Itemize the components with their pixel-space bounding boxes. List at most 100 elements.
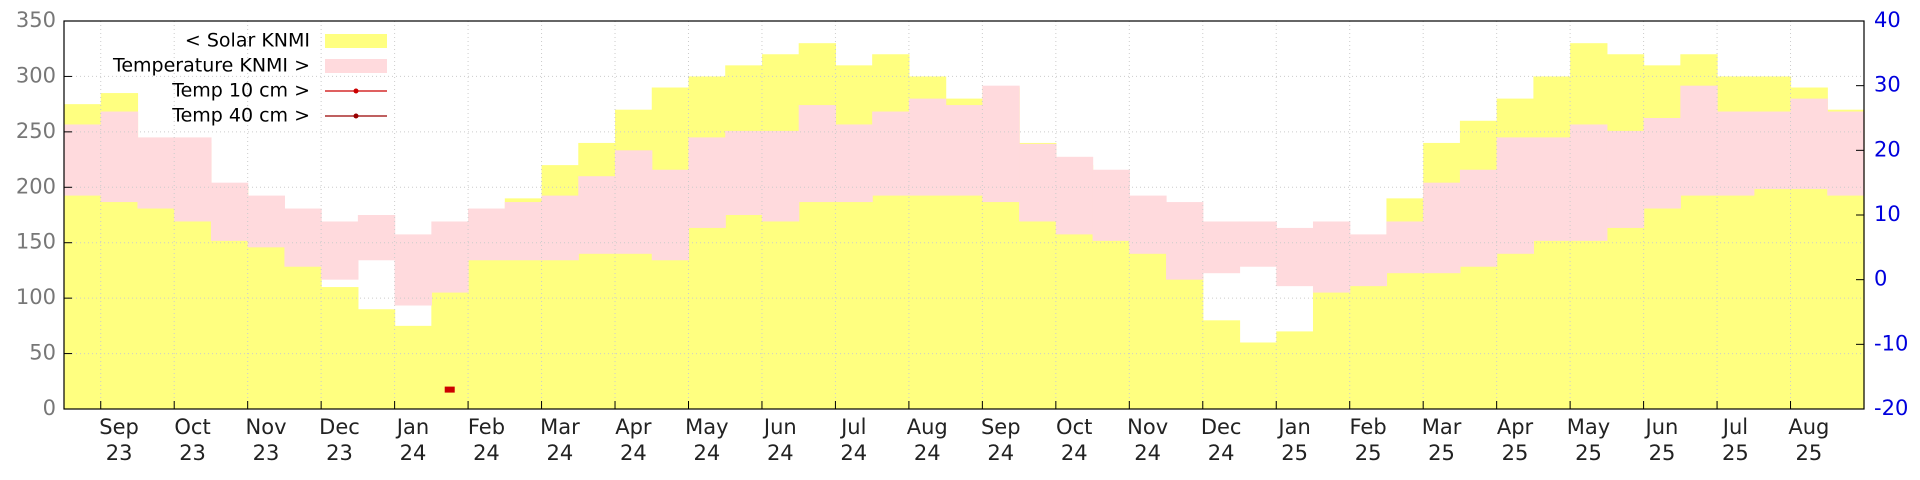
- x-tick-label: May 24: [685, 415, 729, 465]
- y2-tick-label: 30: [1874, 73, 1901, 97]
- x-tick-label: Sep 23: [99, 415, 139, 465]
- temperature-range: [1496, 137, 1534, 254]
- x-tick-label: Feb 25: [1349, 415, 1387, 465]
- temperature-range: [394, 234, 432, 306]
- plot-layer: [64, 43, 1865, 410]
- temperature-range: [321, 221, 359, 280]
- temperature-range: [1092, 169, 1130, 241]
- x-tick-label: May 25: [1566, 415, 1611, 465]
- y2-tick-label: -20: [1874, 396, 1908, 420]
- x-tick-label: Feb 24: [467, 415, 506, 465]
- temperature-range: [872, 111, 910, 196]
- x-tick-label: Nov 23: [245, 415, 287, 465]
- temperature-range: [945, 105, 983, 196]
- x-tick-label: Aug 24: [906, 415, 948, 465]
- temperature-range: [835, 124, 873, 203]
- temperature-range: [1753, 111, 1792, 190]
- temperature-range: [1386, 221, 1424, 274]
- temperature-range: [1129, 195, 1167, 254]
- solar-bar: [1276, 331, 1314, 409]
- temperature-range: [761, 130, 800, 222]
- temperature-range: [688, 137, 726, 228]
- legend-label: Temp 10 cm >: [171, 80, 310, 102]
- temperature-range: [64, 124, 102, 196]
- temperature-range: [1570, 124, 1608, 241]
- temperature-range: [908, 98, 947, 196]
- y-tick-label: 300: [16, 63, 56, 87]
- temperature-range: [431, 221, 469, 293]
- x-tick-label: Sep 24: [980, 415, 1021, 465]
- x-tick-label: Aug 25: [1788, 415, 1830, 465]
- x-tick-label: Oct 24: [1056, 415, 1093, 465]
- x-tick-label: Apr 24: [615, 415, 652, 465]
- temperature-range: [651, 169, 690, 261]
- x-tick-label: Jul 24: [840, 415, 868, 465]
- temperature-range: [504, 202, 543, 261]
- solar-bar: [1606, 54, 1645, 409]
- solar-bar: [835, 65, 873, 409]
- x-tick-label: Dec 24: [1200, 415, 1242, 465]
- temperature-range: [284, 208, 322, 267]
- legend-label: Temperature KNMI >: [112, 55, 310, 77]
- x-tick-label: Jun 25: [1645, 415, 1679, 465]
- temperature-range: [210, 182, 249, 241]
- temperature-range: [1239, 221, 1277, 267]
- solar-bar: [872, 54, 910, 409]
- solar-bar: [394, 325, 432, 409]
- legend-dot: [353, 88, 359, 94]
- x-tick-label: Mar 24: [540, 415, 580, 465]
- legend-label: Temp 40 cm >: [171, 105, 310, 127]
- solar-bar: [798, 43, 837, 410]
- temperature-range: [1423, 182, 1461, 274]
- soil-temp-mark: [444, 386, 455, 393]
- solar-bar: [1643, 65, 1681, 409]
- temperature-range: [247, 195, 286, 248]
- temperature-range: [1827, 111, 1865, 196]
- temperature-range: [1459, 169, 1498, 267]
- solar-bar: [725, 65, 763, 409]
- temperature-range: [725, 130, 763, 215]
- y-tick-label: 250: [16, 119, 56, 143]
- x-tick-label: Oct 23: [174, 415, 211, 465]
- temperature-range: [1790, 98, 1828, 190]
- temperature-range: [1019, 143, 1057, 222]
- temperature-range: [100, 111, 139, 203]
- temperature-range: [468, 208, 506, 261]
- temperature-range: [1276, 227, 1314, 287]
- solar-bar: [1349, 264, 1388, 409]
- temperature-range: [1349, 234, 1388, 287]
- y2-tick-label: 20: [1874, 137, 1901, 161]
- solar-bar: [761, 54, 800, 409]
- temperature-range: [578, 176, 616, 254]
- temperature-range: [541, 195, 579, 261]
- temperature-range: [615, 150, 653, 254]
- y2-tick-label: -10: [1874, 331, 1908, 355]
- temperature-range: [1717, 111, 1755, 196]
- temperature-range: [1202, 221, 1241, 274]
- y-tick-label: 100: [16, 285, 56, 309]
- temperature-range: [982, 85, 1020, 203]
- temperature-range: [1680, 85, 1718, 196]
- solar-bar: [321, 287, 359, 409]
- temperature-range: [1166, 202, 1204, 280]
- y-tick-label: 0: [43, 396, 56, 420]
- x-tick-label: Mar 25: [1421, 415, 1462, 465]
- y2-tick-label: 0: [1874, 267, 1887, 291]
- x-tick-label: Jan 24: [396, 415, 430, 465]
- y-tick-label: 150: [16, 230, 56, 254]
- x-tick-label: Nov 24: [1127, 415, 1169, 465]
- temperature-range: [1533, 137, 1571, 241]
- plot-frame: [63, 20, 1865, 410]
- y-tick-label: 350: [16, 8, 56, 32]
- temperature-range: [1606, 130, 1645, 228]
- solar-bar: [1166, 275, 1204, 409]
- x-tick-label: Apr 25: [1496, 415, 1534, 465]
- y-tick-label: 50: [29, 341, 56, 365]
- temperature-range: [1055, 156, 1094, 235]
- x-tick-label: Jul 25: [1722, 415, 1749, 465]
- solar-bar: [1202, 320, 1241, 409]
- y-tick-label: 200: [16, 174, 56, 198]
- temperature-range: [798, 105, 837, 203]
- temperature-range: [1312, 221, 1351, 293]
